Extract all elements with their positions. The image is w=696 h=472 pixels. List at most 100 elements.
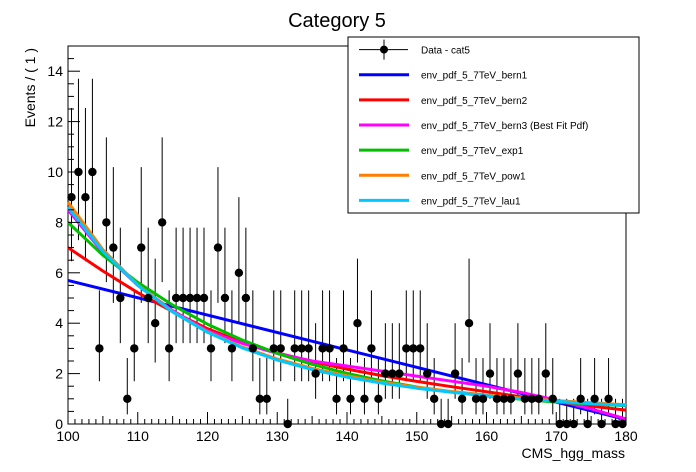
x-tick-label: 140 [335, 428, 359, 444]
data-point [555, 419, 564, 429]
data-point [346, 394, 355, 403]
data-point [178, 293, 188, 303]
data-point [520, 394, 530, 403]
data-point [492, 394, 502, 403]
x-tick-label: 170 [545, 428, 569, 444]
x-tick-label: 180 [614, 428, 638, 444]
data-point [388, 369, 397, 378]
y-axis-label: Events / ( 1 ) [22, 48, 38, 127]
data-point [485, 369, 495, 378]
data-point [192, 293, 202, 303]
y-tick-label: 10 [47, 164, 63, 180]
data-point [562, 419, 571, 429]
data-point [88, 167, 97, 177]
data-point [429, 394, 439, 403]
data-point [290, 344, 299, 353]
data-point [499, 394, 509, 403]
data-point [374, 394, 383, 403]
legend-entry: env_pdf_5_7TeV_exp1 [421, 146, 524, 157]
legend-entry: env_pdf_5_7TeV_pow1 [421, 171, 526, 182]
legend-entry: env_pdf_5_7TeV_bern3 (Best Fit Pdf) [421, 121, 588, 132]
data-point [164, 344, 174, 353]
data-point [332, 394, 341, 403]
x-axis-label: CMS_hgg_mass [522, 445, 626, 461]
data-point [318, 344, 327, 353]
data-point [471, 394, 481, 403]
data-point [409, 344, 418, 353]
data-point [464, 319, 474, 328]
data-point [381, 369, 390, 378]
x-tick-label: 160 [475, 428, 499, 444]
data-point [569, 419, 578, 429]
data-point [150, 319, 160, 328]
data-point [506, 394, 516, 403]
y-tick-label: 14 [47, 63, 63, 79]
x-tick-label: 120 [196, 428, 220, 444]
data-point [416, 344, 425, 353]
x-tick-label: 150 [405, 428, 429, 444]
fit-curve [66, 208, 627, 421]
data-point [583, 419, 592, 429]
y-tick-label: 0 [55, 416, 63, 432]
data-point [144, 293, 153, 303]
data-point [276, 344, 285, 353]
fit-curve [67, 246, 627, 412]
x-tick-label: 110 [127, 428, 150, 444]
data-point [367, 344, 376, 353]
y-tick-label: 4 [55, 315, 63, 331]
data-point [137, 243, 146, 252]
data-point [297, 344, 306, 353]
axes: 100 110 120 130 140 150 160 170 180 0 2 4 6 8 10 12 14 [47, 45, 638, 444]
y-tick-label: 2 [55, 366, 63, 382]
legend-entry: env_pdf_5_7TeV_bern1 [421, 71, 528, 82]
data-point [353, 319, 362, 328]
data-point [262, 394, 271, 403]
data-point [130, 344, 139, 353]
data-point [248, 344, 258, 353]
data-point [597, 419, 606, 429]
data-point [450, 369, 460, 378]
legend-entry: env_pdf_5_7TeV_lau1 [421, 196, 521, 207]
data-point [81, 193, 90, 202]
x-tick-label: 130 [266, 428, 290, 444]
data-point [478, 394, 488, 403]
data-point [576, 394, 585, 403]
legend-marker-point [380, 45, 388, 54]
data-point [255, 394, 265, 403]
data-point [360, 394, 369, 403]
x-tick-label: 100 [56, 428, 80, 444]
fit-curves [66, 201, 627, 421]
data-point [548, 394, 557, 403]
data-point [185, 293, 195, 303]
data-point [423, 369, 432, 378]
legend: Data - cat5 env_pdf_5_7TeV_bern1 env_pdf_5… [347, 36, 640, 214]
data-point [220, 293, 230, 303]
data-point [234, 268, 244, 277]
data-point [604, 394, 613, 403]
data-point [304, 344, 313, 353]
data-point [116, 293, 125, 303]
data-point [395, 369, 404, 378]
data-point [269, 344, 278, 353]
data-point [206, 344, 216, 353]
data-point [241, 293, 251, 303]
data-point [443, 419, 453, 429]
data-point [95, 344, 104, 353]
data-point [311, 369, 320, 378]
data-point [109, 243, 118, 252]
y-tick-label: 12 [47, 114, 63, 130]
data-point [436, 419, 446, 429]
data-point [402, 344, 411, 353]
legend-entry: Data - cat5 [421, 46, 470, 57]
data-point [590, 394, 599, 403]
data-point [123, 394, 132, 403]
data-point [339, 344, 348, 353]
data-point [213, 243, 223, 252]
data-points [67, 167, 627, 429]
data-point [157, 218, 167, 227]
data-point [541, 369, 550, 378]
y-tick-label: 8 [55, 214, 63, 230]
data-point [325, 344, 334, 353]
y-tick-label: 6 [55, 265, 63, 281]
